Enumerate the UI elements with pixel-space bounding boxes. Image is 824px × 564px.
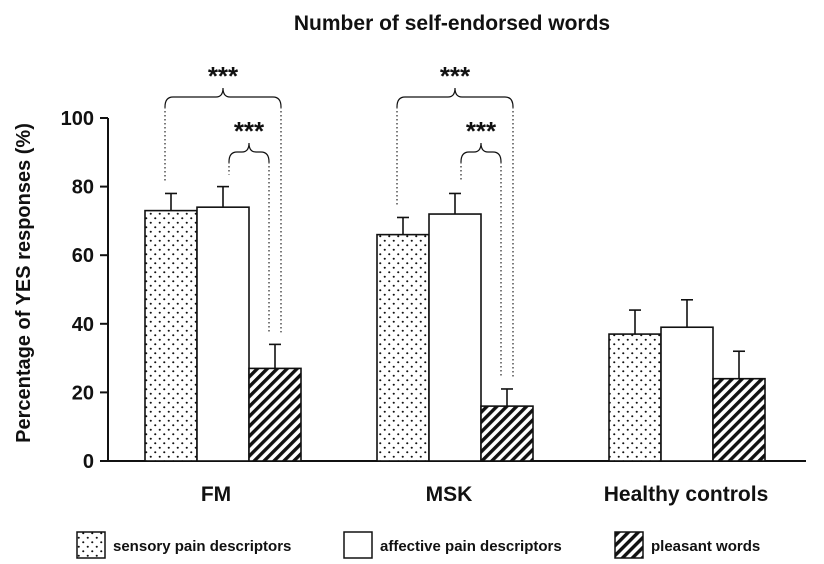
chart-title: Number of self-endorsed words [294, 12, 610, 35]
significance-brackets: *** *** *** *** [164, 61, 514, 377]
bar [196, 206, 250, 462]
y-tick-label: 100 [61, 108, 94, 130]
bar [248, 367, 302, 462]
legend-label: affective pain descriptors [380, 538, 562, 555]
significance-bracket [396, 87, 514, 108]
bar [376, 233, 430, 462]
error-bars [165, 185, 745, 407]
legend-label: pleasant words [651, 538, 760, 555]
y-tick-label: 0 [83, 451, 94, 473]
y-tick-label: 80 [72, 177, 94, 199]
y-tick-label: 60 [72, 245, 94, 267]
category-label: FM [201, 483, 231, 506]
significance-stars: *** [440, 61, 471, 91]
significance-stars: *** [466, 116, 497, 146]
legend: sensory pain descriptors affective pain d… [76, 531, 760, 559]
y-ticks: 0 20 40 60 80 100 [61, 108, 108, 473]
y-tick-label: 40 [72, 314, 94, 336]
category-label: MSK [426, 483, 473, 506]
legend-label: sensory pain descriptors [113, 538, 291, 555]
significance-bracket [228, 142, 270, 163]
bars [144, 206, 766, 462]
category-labels: FM MSK Healthy controls [201, 483, 768, 506]
category-label: Healthy controls [604, 483, 769, 506]
significance-bracket [460, 142, 502, 163]
bar [144, 209, 198, 462]
significance-stars: *** [208, 61, 239, 91]
significance-bracket [164, 87, 282, 108]
bar [480, 405, 534, 462]
y-axis-label: Percentage of YES responses (%) [13, 123, 35, 443]
legend-swatch [343, 531, 373, 559]
legend-swatch [76, 531, 106, 559]
bar [608, 333, 662, 462]
bar [428, 213, 482, 462]
significance-stars: *** [234, 116, 265, 146]
bar [712, 377, 766, 462]
legend-swatch [614, 531, 644, 559]
bar [660, 326, 714, 462]
y-tick-label: 20 [72, 382, 94, 404]
